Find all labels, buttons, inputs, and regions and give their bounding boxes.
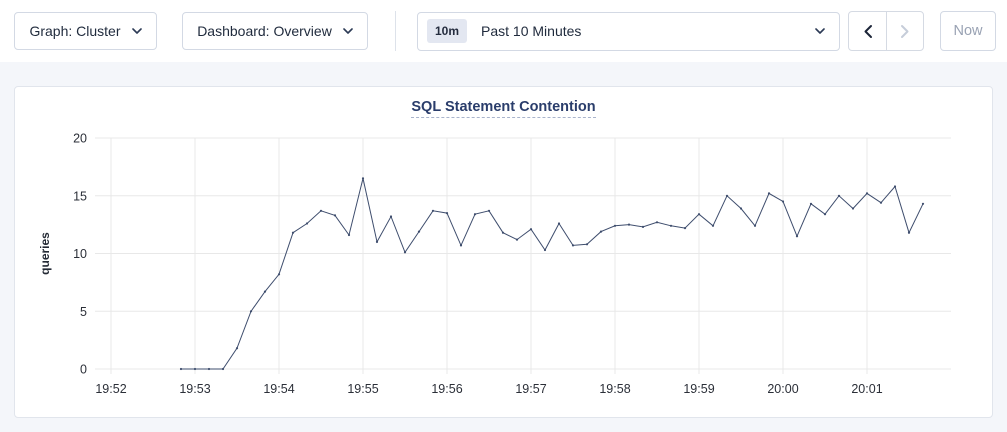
- time-range-picker[interactable]: 10m Past 10 Minutes: [417, 11, 840, 51]
- svg-text:5: 5: [80, 305, 87, 319]
- svg-text:queries: queries: [38, 232, 52, 275]
- time-range-badge: 10m: [427, 19, 468, 43]
- svg-text:20: 20: [73, 132, 87, 146]
- toolbar: Graph: Cluster Dashboard: Overview 10m P…: [0, 0, 1007, 62]
- line-chart-canvas: 0 5 10 15 20 19:52 19:53 19:54 19:55 19:56 19:57 19…: [38, 132, 951, 396]
- svg-text:10: 10: [73, 247, 87, 261]
- svg-text:15: 15: [73, 189, 87, 203]
- chart-title-tooltip-trigger[interactable]: SQL Statement Contention: [411, 99, 596, 118]
- graph-scope-label: Graph: Cluster: [29, 23, 121, 39]
- chevron-right-icon: [901, 24, 909, 38]
- chevron-down-icon: [343, 28, 353, 34]
- svg-text:19:55: 19:55: [347, 382, 378, 396]
- svg-text:19:52: 19:52: [95, 382, 126, 396]
- dashboard-dropdown[interactable]: Dashboard: Overview: [182, 12, 368, 50]
- svg-text:19:57: 19:57: [515, 382, 546, 396]
- graph-scope-dropdown[interactable]: Graph: Cluster: [14, 12, 157, 50]
- toolbar-divider: [395, 11, 396, 51]
- svg-text:19:54: 19:54: [263, 382, 294, 396]
- chevron-down-icon: [131, 28, 142, 34]
- svg-text:19:53: 19:53: [179, 382, 210, 396]
- dashboard-content: SQL Statement Contention 0 5 10 15 20 19:52 19…: [0, 62, 1007, 418]
- chart-card: SQL Statement Contention 0 5 10 15 20 19:52 19…: [14, 86, 993, 418]
- chevron-left-icon: [864, 24, 872, 38]
- svg-text:20:00: 20:00: [767, 382, 798, 396]
- chart-title: SQL Statement Contention: [15, 87, 992, 118]
- chevron-down-icon: [815, 28, 825, 34]
- next-time-range-button[interactable]: [886, 12, 923, 50]
- svg-text:19:59: 19:59: [683, 382, 714, 396]
- previous-time-range-button[interactable]: [849, 12, 886, 50]
- sql-statement-contention-chart[interactable]: 0 5 10 15 20 19:52 19:53 19:54 19:55 19:56 19:57 19…: [15, 87, 992, 417]
- svg-text:19:56: 19:56: [431, 382, 462, 396]
- now-button[interactable]: Now: [940, 11, 996, 51]
- svg-text:0: 0: [80, 363, 87, 377]
- svg-text:19:58: 19:58: [599, 382, 630, 396]
- dashboard-label: Dashboard: Overview: [197, 23, 332, 39]
- time-range-label: Past 10 Minutes: [481, 23, 582, 39]
- svg-text:20:01: 20:01: [851, 382, 882, 396]
- time-shift-button-group: [848, 11, 924, 51]
